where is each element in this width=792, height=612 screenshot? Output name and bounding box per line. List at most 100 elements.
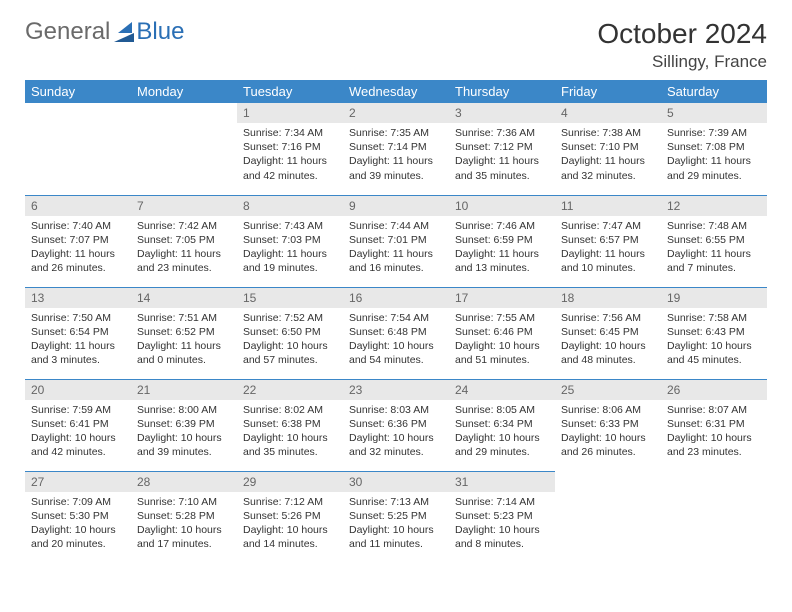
logo-text-general: General xyxy=(25,18,110,46)
calendar-day-cell: 16Sunrise: 7:54 AMSunset: 6:48 PMDayligh… xyxy=(343,287,449,379)
day-number: 29 xyxy=(237,472,343,492)
day-number: 6 xyxy=(25,196,131,216)
daylight-line: Daylight: 11 hours and 7 minutes. xyxy=(667,247,761,275)
day-number: 18 xyxy=(555,288,661,308)
daylight-line: Daylight: 10 hours and 32 minutes. xyxy=(349,431,443,459)
daylight-line: Daylight: 11 hours and 29 minutes. xyxy=(667,154,761,182)
sunset-line: Sunset: 7:08 PM xyxy=(667,140,761,154)
day-details: Sunrise: 7:58 AMSunset: 6:43 PMDaylight:… xyxy=(661,308,767,372)
sunrise-line: Sunrise: 7:47 AM xyxy=(561,219,655,233)
sunset-line: Sunset: 7:10 PM xyxy=(561,140,655,154)
day-number: 24 xyxy=(449,380,555,400)
day-details: Sunrise: 8:00 AMSunset: 6:39 PMDaylight:… xyxy=(131,400,237,464)
sunset-line: Sunset: 5:25 PM xyxy=(349,509,443,523)
sunset-line: Sunset: 6:39 PM xyxy=(137,417,231,431)
day-number: 20 xyxy=(25,380,131,400)
sunset-line: Sunset: 6:46 PM xyxy=(455,325,549,339)
sunset-line: Sunset: 7:01 PM xyxy=(349,233,443,247)
sunrise-line: Sunrise: 7:52 AM xyxy=(243,311,337,325)
sunrise-line: Sunrise: 8:02 AM xyxy=(243,403,337,417)
sunrise-line: Sunrise: 8:00 AM xyxy=(137,403,231,417)
calendar-day-cell: 29Sunrise: 7:12 AMSunset: 5:26 PMDayligh… xyxy=(237,471,343,563)
day-number: 21 xyxy=(131,380,237,400)
day-details: Sunrise: 7:10 AMSunset: 5:28 PMDaylight:… xyxy=(131,492,237,556)
daylight-line: Daylight: 10 hours and 42 minutes. xyxy=(31,431,125,459)
calendar-week-row: 13Sunrise: 7:50 AMSunset: 6:54 PMDayligh… xyxy=(25,287,767,379)
day-details: Sunrise: 7:14 AMSunset: 5:23 PMDaylight:… xyxy=(449,492,555,556)
calendar-day-cell: 26Sunrise: 8:07 AMSunset: 6:31 PMDayligh… xyxy=(661,379,767,471)
calendar-day-cell: 9Sunrise: 7:44 AMSunset: 7:01 PMDaylight… xyxy=(343,195,449,287)
day-details: Sunrise: 8:03 AMSunset: 6:36 PMDaylight:… xyxy=(343,400,449,464)
calendar-day-cell: 14Sunrise: 7:51 AMSunset: 6:52 PMDayligh… xyxy=(131,287,237,379)
day-number: 27 xyxy=(25,472,131,492)
day-details: Sunrise: 7:09 AMSunset: 5:30 PMDaylight:… xyxy=(25,492,131,556)
daylight-line: Daylight: 11 hours and 35 minutes. xyxy=(455,154,549,182)
sunrise-line: Sunrise: 7:10 AM xyxy=(137,495,231,509)
day-number: 17 xyxy=(449,288,555,308)
day-number: 11 xyxy=(555,196,661,216)
daylight-line: Daylight: 11 hours and 13 minutes. xyxy=(455,247,549,275)
sunset-line: Sunset: 5:26 PM xyxy=(243,509,337,523)
calendar-week-row: 20Sunrise: 7:59 AMSunset: 6:41 PMDayligh… xyxy=(25,379,767,471)
day-details: Sunrise: 7:34 AMSunset: 7:16 PMDaylight:… xyxy=(237,123,343,187)
daylight-line: Daylight: 10 hours and 11 minutes. xyxy=(349,523,443,551)
calendar-week-row: 1Sunrise: 7:34 AMSunset: 7:16 PMDaylight… xyxy=(25,103,767,195)
calendar-week-row: 27Sunrise: 7:09 AMSunset: 5:30 PMDayligh… xyxy=(25,471,767,563)
sunrise-line: Sunrise: 8:06 AM xyxy=(561,403,655,417)
calendar-day-cell: 12Sunrise: 7:48 AMSunset: 6:55 PMDayligh… xyxy=(661,195,767,287)
calendar-day-cell: 15Sunrise: 7:52 AMSunset: 6:50 PMDayligh… xyxy=(237,287,343,379)
daylight-line: Daylight: 10 hours and 39 minutes. xyxy=(137,431,231,459)
day-details: Sunrise: 7:50 AMSunset: 6:54 PMDaylight:… xyxy=(25,308,131,372)
weekday-header: Thursday xyxy=(449,80,555,103)
day-details: Sunrise: 7:38 AMSunset: 7:10 PMDaylight:… xyxy=(555,123,661,187)
sunrise-line: Sunrise: 8:03 AM xyxy=(349,403,443,417)
day-number: 7 xyxy=(131,196,237,216)
calendar-day-cell: 7Sunrise: 7:42 AMSunset: 7:05 PMDaylight… xyxy=(131,195,237,287)
calendar-day-cell: 17Sunrise: 7:55 AMSunset: 6:46 PMDayligh… xyxy=(449,287,555,379)
sunset-line: Sunset: 7:03 PM xyxy=(243,233,337,247)
day-details: Sunrise: 7:59 AMSunset: 6:41 PMDaylight:… xyxy=(25,400,131,464)
sunset-line: Sunset: 5:30 PM xyxy=(31,509,125,523)
day-details: Sunrise: 8:07 AMSunset: 6:31 PMDaylight:… xyxy=(661,400,767,464)
calendar-day-cell: 20Sunrise: 7:59 AMSunset: 6:41 PMDayligh… xyxy=(25,379,131,471)
sunrise-line: Sunrise: 7:13 AM xyxy=(349,495,443,509)
sunset-line: Sunset: 6:43 PM xyxy=(667,325,761,339)
sunrise-line: Sunrise: 7:44 AM xyxy=(349,219,443,233)
daylight-line: Daylight: 11 hours and 10 minutes. xyxy=(561,247,655,275)
calendar-empty-cell xyxy=(555,471,661,563)
calendar-day-cell: 4Sunrise: 7:38 AMSunset: 7:10 PMDaylight… xyxy=(555,103,661,195)
day-number: 9 xyxy=(343,196,449,216)
day-number: 22 xyxy=(237,380,343,400)
daylight-line: Daylight: 10 hours and 51 minutes. xyxy=(455,339,549,367)
sunset-line: Sunset: 6:36 PM xyxy=(349,417,443,431)
sunrise-line: Sunrise: 8:07 AM xyxy=(667,403,761,417)
day-number: 2 xyxy=(343,103,449,123)
sunset-line: Sunset: 7:07 PM xyxy=(31,233,125,247)
day-details: Sunrise: 7:43 AMSunset: 7:03 PMDaylight:… xyxy=(237,216,343,280)
daylight-line: Daylight: 11 hours and 0 minutes. xyxy=(137,339,231,367)
sunrise-line: Sunrise: 7:56 AM xyxy=(561,311,655,325)
weekday-header: Saturday xyxy=(661,80,767,103)
day-details: Sunrise: 7:55 AMSunset: 6:46 PMDaylight:… xyxy=(449,308,555,372)
daylight-line: Daylight: 11 hours and 23 minutes. xyxy=(137,247,231,275)
day-details: Sunrise: 8:02 AMSunset: 6:38 PMDaylight:… xyxy=(237,400,343,464)
day-details: Sunrise: 7:40 AMSunset: 7:07 PMDaylight:… xyxy=(25,216,131,280)
sunset-line: Sunset: 7:14 PM xyxy=(349,140,443,154)
sunrise-line: Sunrise: 7:40 AM xyxy=(31,219,125,233)
day-number: 25 xyxy=(555,380,661,400)
day-details: Sunrise: 7:56 AMSunset: 6:45 PMDaylight:… xyxy=(555,308,661,372)
day-details: Sunrise: 7:46 AMSunset: 6:59 PMDaylight:… xyxy=(449,216,555,280)
calendar-day-cell: 5Sunrise: 7:39 AMSunset: 7:08 PMDaylight… xyxy=(661,103,767,195)
calendar-day-cell: 3Sunrise: 7:36 AMSunset: 7:12 PMDaylight… xyxy=(449,103,555,195)
calendar-empty-cell xyxy=(25,103,131,195)
daylight-line: Daylight: 10 hours and 45 minutes. xyxy=(667,339,761,367)
logo: General Blue xyxy=(25,18,184,46)
day-number: 16 xyxy=(343,288,449,308)
day-number: 13 xyxy=(25,288,131,308)
daylight-line: Daylight: 11 hours and 32 minutes. xyxy=(561,154,655,182)
sunset-line: Sunset: 6:34 PM xyxy=(455,417,549,431)
daylight-line: Daylight: 10 hours and 17 minutes. xyxy=(137,523,231,551)
sunrise-line: Sunrise: 7:46 AM xyxy=(455,219,549,233)
calendar-day-cell: 21Sunrise: 8:00 AMSunset: 6:39 PMDayligh… xyxy=(131,379,237,471)
page-header: General Blue October 2024 Sillingy, Fran… xyxy=(25,18,767,72)
